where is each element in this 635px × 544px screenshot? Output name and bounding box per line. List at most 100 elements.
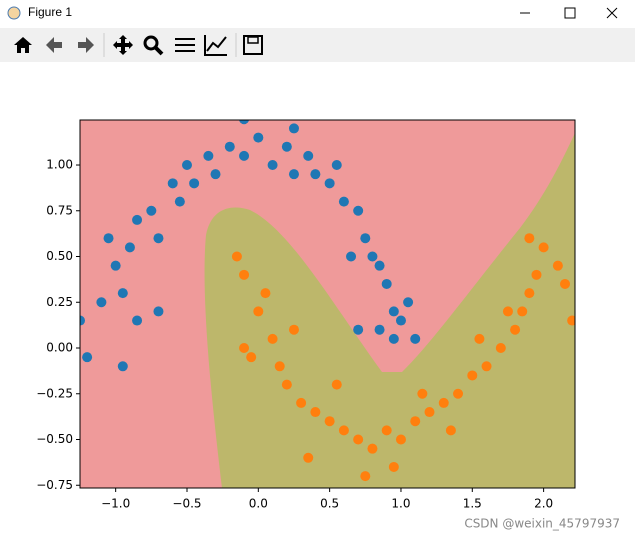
points (80, 120, 575, 482)
point (524, 233, 535, 244)
point (474, 333, 485, 344)
maximize-button[interactable] (564, 7, 576, 19)
point (395, 434, 406, 445)
point (481, 361, 492, 372)
point (524, 288, 535, 299)
point (239, 269, 250, 280)
point (117, 361, 128, 372)
point (502, 306, 513, 317)
point (353, 324, 364, 335)
point (132, 214, 143, 225)
point (181, 160, 192, 171)
point (410, 333, 421, 344)
point (331, 160, 342, 171)
point (538, 242, 549, 253)
point (388, 306, 399, 317)
point (495, 343, 506, 354)
point (117, 288, 128, 299)
point (367, 251, 378, 262)
point (303, 452, 314, 463)
point (552, 260, 563, 271)
point (410, 416, 421, 427)
y-tick-label: −0.25 (36, 386, 73, 400)
y-tick-label: −0.75 (36, 478, 73, 492)
y-tick-label: 1.00 (46, 158, 73, 172)
point (381, 425, 392, 436)
axes-button[interactable] (204, 35, 227, 56)
point (438, 397, 449, 408)
point (310, 169, 321, 180)
point (560, 278, 571, 289)
point (324, 178, 335, 189)
x-tick-label: 0.0 (249, 497, 268, 511)
point (517, 306, 528, 317)
point (367, 443, 378, 454)
point (239, 343, 250, 354)
point (103, 233, 114, 244)
point (260, 288, 271, 299)
point (388, 333, 399, 344)
point (246, 352, 257, 363)
point (288, 324, 299, 335)
point (388, 461, 399, 472)
y-tick-label: −0.50 (36, 432, 73, 446)
point (267, 333, 278, 344)
app-icon (7, 6, 21, 20)
x-tick-label: 0.5 (320, 497, 339, 511)
forward-button[interactable] (78, 37, 94, 53)
point (82, 352, 93, 363)
point (132, 315, 143, 326)
point (453, 388, 464, 399)
point (210, 169, 221, 180)
point (324, 416, 335, 427)
x-tick-label: 2.0 (534, 497, 553, 511)
point (189, 178, 200, 189)
point (281, 379, 292, 390)
point (310, 407, 321, 418)
point (231, 251, 242, 262)
point (96, 297, 107, 308)
point (403, 297, 414, 308)
y-tick-label: 0.25 (46, 295, 73, 309)
point (331, 379, 342, 390)
zoom-button[interactable] (143, 35, 159, 51)
pan-button[interactable] (113, 35, 133, 55)
point (288, 169, 299, 180)
close-button[interactable] (606, 7, 618, 19)
point (360, 233, 371, 244)
point (445, 425, 456, 436)
point (531, 269, 542, 280)
watermark: CSDN @weixin_45797937 (464, 517, 620, 531)
point (124, 242, 135, 253)
point (203, 150, 214, 161)
point (353, 434, 364, 445)
point (167, 178, 178, 189)
point (417, 388, 428, 399)
point (80, 315, 85, 326)
point (360, 471, 371, 482)
axes-frame (79, 119, 576, 489)
save-button[interactable] (243, 35, 263, 55)
point (296, 397, 307, 408)
point (374, 260, 385, 271)
point (253, 306, 264, 317)
region-b (204, 133, 575, 488)
point (346, 251, 357, 262)
point (281, 141, 292, 152)
point (288, 123, 299, 134)
point (338, 196, 349, 207)
point (174, 196, 185, 207)
point (353, 205, 364, 216)
point (510, 324, 521, 335)
subplots-button[interactable] (175, 38, 195, 52)
point (239, 120, 249, 125)
point (239, 150, 250, 161)
home-button[interactable] (14, 37, 32, 53)
x-tick-label: −0.5 (172, 497, 201, 511)
y-tick-label: 0.75 (46, 203, 73, 217)
point (395, 315, 406, 326)
back-button[interactable] (46, 37, 62, 53)
point (381, 278, 392, 289)
